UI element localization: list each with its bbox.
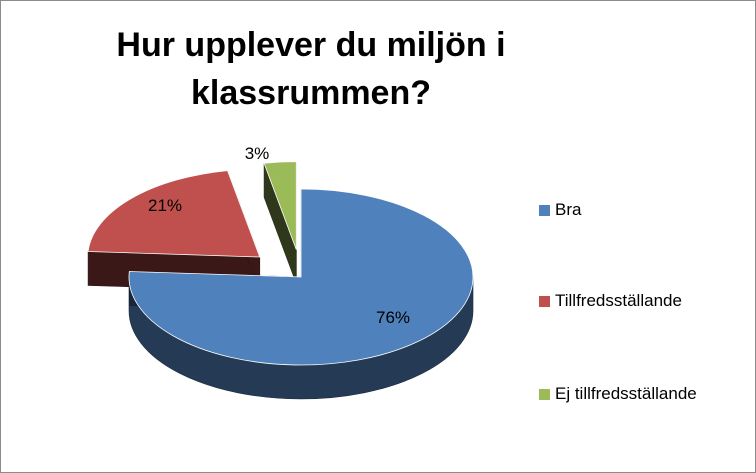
legend-label-tillfredsstallande: Tillfredsställande bbox=[555, 291, 682, 310]
pie-slice-tillfredsstallande bbox=[87, 170, 261, 258]
data-label-tillfredsstallande: 21% bbox=[148, 196, 182, 215]
data-label-ej-tillfredsstallande: 3% bbox=[245, 144, 270, 163]
pie-slice-bra bbox=[128, 188, 474, 366]
pie-chart: 76% 21% 3% bbox=[87, 144, 474, 400]
legend-label-ej-tillfredsstallande: Ej tillfredsställande bbox=[555, 384, 697, 403]
data-label-bra: 76% bbox=[376, 308, 410, 327]
chart-title: Hur upplever du miljön i klassrummen? bbox=[116, 26, 506, 112]
legend-item-bra: Bra bbox=[539, 200, 581, 220]
legend: Bra Tillfredsställande Ej tillfredsställ… bbox=[539, 1, 749, 472]
legend-swatch-ej-tillfredsstallande bbox=[539, 388, 550, 400]
legend-swatch-bra bbox=[539, 204, 550, 216]
legend-item-ej-tillfredsstallande: Ej tillfredsställande bbox=[539, 384, 697, 404]
legend-item-tillfredsstallande: Tillfredsställande bbox=[539, 291, 682, 311]
legend-swatch-tillfredsstallande bbox=[539, 295, 550, 307]
legend-label-bra: Bra bbox=[555, 200, 582, 219]
pie-slice-ej-tillfredsstallande bbox=[263, 161, 297, 250]
